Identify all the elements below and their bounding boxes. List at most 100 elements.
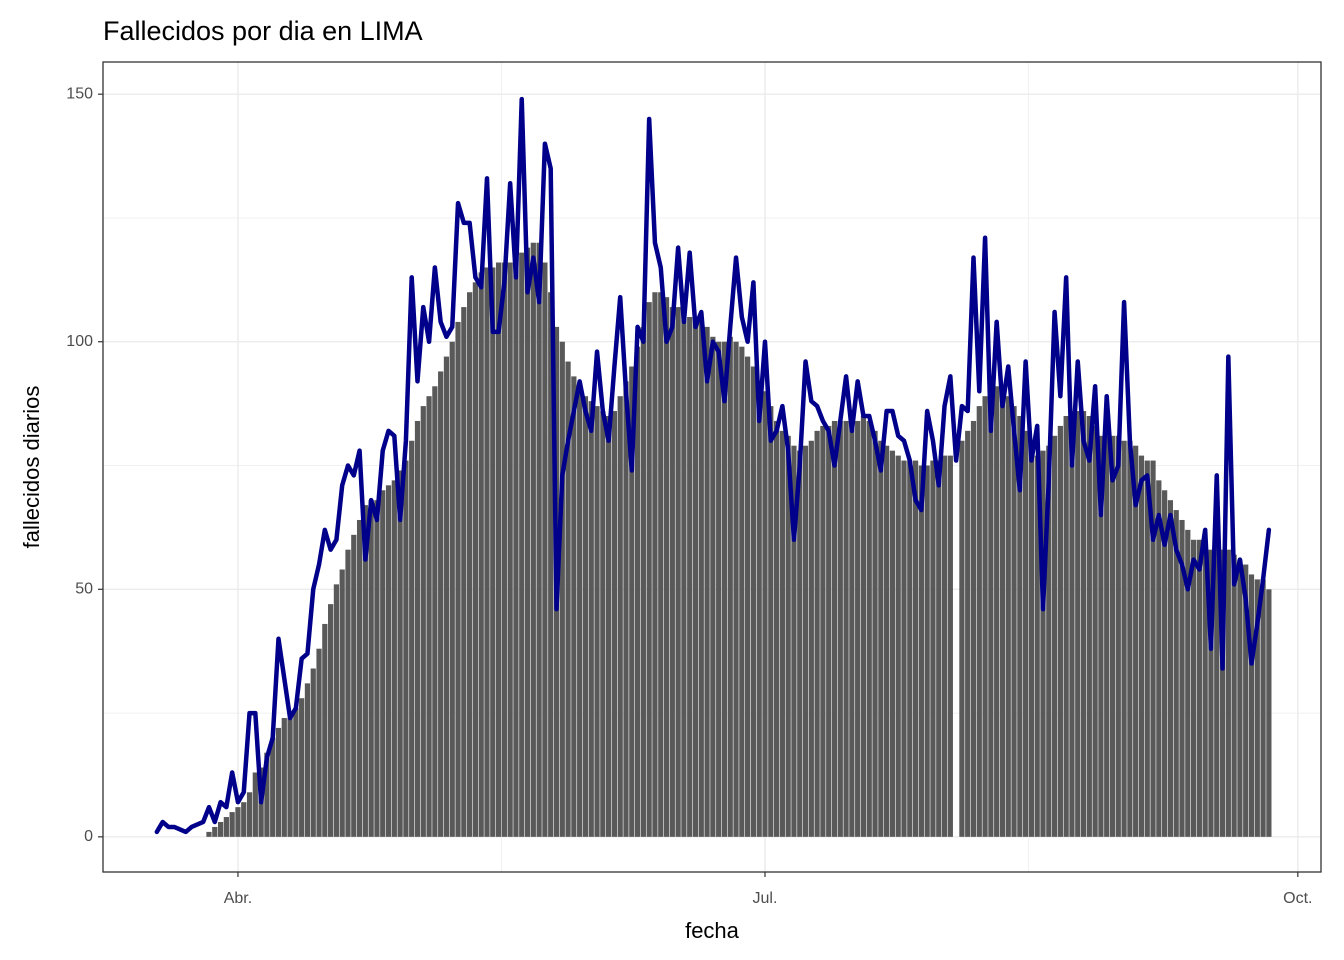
bar [536, 242, 542, 837]
bar [1109, 435, 1116, 837]
bar [785, 435, 791, 837]
bar [217, 821, 224, 837]
bar [837, 420, 843, 837]
bar [478, 272, 484, 837]
bar [281, 718, 287, 837]
bar [1034, 455, 1040, 837]
bar [582, 396, 589, 837]
bar [1156, 480, 1162, 837]
bar [698, 321, 704, 837]
bar [571, 376, 577, 837]
bar [878, 440, 884, 837]
bar [936, 460, 942, 837]
bar [872, 430, 878, 837]
bar [409, 440, 415, 837]
bar [600, 411, 606, 837]
bar [374, 500, 380, 837]
bar [797, 450, 803, 837]
bar [901, 460, 907, 837]
bar [519, 252, 525, 837]
bar [860, 416, 867, 837]
bar [1173, 510, 1179, 837]
bar [681, 312, 687, 837]
bar [611, 411, 618, 837]
bar [455, 321, 461, 837]
bar [1231, 554, 1237, 837]
bar [634, 346, 641, 837]
bar [1185, 529, 1191, 837]
bar [999, 391, 1006, 837]
bar [495, 262, 502, 837]
bar [1121, 440, 1127, 837]
bar [808, 440, 814, 837]
bar [1208, 549, 1214, 837]
bar [264, 752, 270, 837]
bar [907, 460, 913, 837]
bar [403, 460, 409, 837]
bar [716, 341, 722, 837]
bar [287, 718, 293, 837]
bar [507, 262, 513, 837]
x-tick-label: Jul. [753, 890, 778, 907]
bar [1046, 445, 1052, 837]
bar [316, 648, 322, 837]
bar [1075, 411, 1081, 837]
x-tick-label: Oct. [1283, 890, 1312, 907]
bar [235, 807, 241, 837]
bar [1023, 430, 1029, 837]
bar [947, 455, 953, 837]
bar [1069, 411, 1075, 837]
bar [826, 425, 832, 837]
bar [270, 737, 276, 837]
bar [356, 519, 363, 837]
y-tick-label: 100 [66, 333, 93, 350]
bar [750, 366, 757, 837]
bar [206, 831, 212, 837]
bar [252, 772, 258, 837]
bar [1104, 435, 1110, 837]
bar [1040, 450, 1046, 837]
bar [229, 812, 235, 837]
bar [1225, 549, 1231, 837]
bar [756, 381, 762, 837]
bar [1138, 455, 1145, 837]
bar [646, 302, 652, 837]
bar [1051, 435, 1058, 837]
bar [362, 505, 368, 837]
bar [345, 549, 351, 837]
bar [530, 242, 536, 837]
bar [941, 455, 948, 837]
bar [1086, 416, 1092, 837]
bar [849, 420, 855, 837]
bar [762, 391, 768, 837]
bar [293, 708, 299, 837]
bar [820, 425, 826, 837]
bar [669, 307, 675, 837]
bar [490, 267, 496, 837]
bar [1190, 539, 1197, 837]
bar [640, 326, 646, 837]
chart-title: Fallecidos por dia en LIMA [103, 16, 423, 46]
bar [322, 623, 328, 837]
bar [1063, 416, 1069, 837]
bar [420, 406, 426, 837]
bar [467, 292, 473, 837]
bar [1005, 396, 1011, 837]
bar [397, 470, 403, 837]
bar [629, 366, 635, 837]
bar [1115, 435, 1121, 837]
bar [739, 346, 745, 837]
bar [299, 698, 305, 837]
bar [855, 420, 861, 837]
bar [1150, 460, 1156, 837]
bar [814, 430, 820, 837]
bar [976, 406, 982, 837]
bar [994, 386, 1000, 837]
bar [1260, 579, 1266, 837]
bar [982, 396, 988, 837]
bar [246, 792, 253, 837]
bar [565, 361, 571, 837]
bar [380, 490, 386, 837]
